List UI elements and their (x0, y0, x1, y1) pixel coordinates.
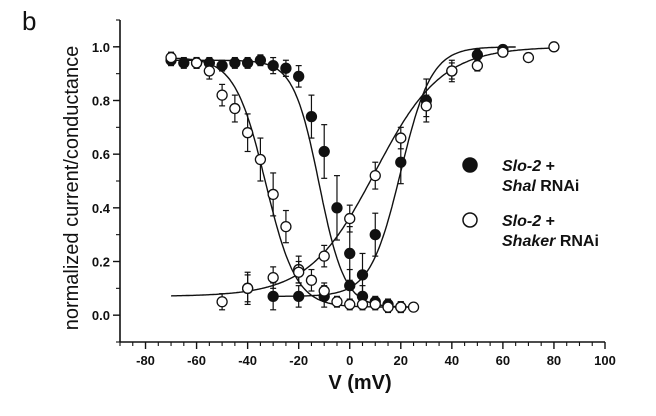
legend-rnai-target: Shal (502, 178, 536, 195)
open-point-shaker-inact (241, 127, 254, 139)
y-tick-label: 0.4 (92, 201, 111, 216)
open-point-shaker-act (548, 41, 560, 53)
filled-point-shal-inact (267, 59, 279, 72)
open-point-shaker-inact (382, 301, 394, 313)
legend-label-line2-shaker: Shaker RNAi (502, 233, 599, 250)
filled-point-shal-inact (254, 54, 267, 66)
legend-label-line1-shal: Slo-2 + (502, 158, 555, 175)
filled-point-shal-act (395, 156, 407, 168)
y-tick-label: 0.8 (92, 94, 110, 109)
filled-point-shal-inact (178, 57, 190, 69)
legend-gene-name: Slo-2 (502, 158, 541, 175)
y-tick-label: 0.2 (92, 255, 110, 270)
open-point-shaker-inact (280, 220, 292, 233)
legend-label-line1-shaker: Slo-2 + (502, 213, 555, 230)
open-point-shaker-act (395, 132, 407, 144)
data-points (165, 41, 560, 314)
open-point-shaker-inact (344, 298, 356, 311)
x-tick-label: 60 (496, 353, 510, 368)
x-tick-label: -40 (238, 353, 257, 368)
open-point-shaker-inact (254, 153, 267, 166)
legend-marker-shal (462, 157, 478, 173)
filled-point-shal-inact (280, 62, 292, 74)
open-point-shaker-inact (395, 301, 407, 313)
filled-point-shal-inact (318, 145, 330, 158)
open-point-shaker-inact (305, 274, 318, 286)
open-point-shaker-act (216, 296, 228, 308)
legend-rnai-suffix: RNAi (536, 178, 580, 195)
y-tick-label: 1.0 (92, 40, 110, 55)
filled-point-shal-act (356, 269, 369, 281)
x-tick-label: 100 (594, 353, 616, 368)
open-point-shaker-act (369, 169, 381, 182)
filled-point-shal-inact (241, 57, 254, 69)
fit-shal-act (273, 46, 516, 297)
open-point-shaker-inact (356, 298, 369, 311)
filled-point-shal-inact (305, 110, 318, 123)
open-point-shaker-inact (229, 102, 241, 115)
legend-gene-name: Slo-2 (502, 213, 541, 230)
filled-point-shal-act (344, 279, 356, 292)
x-tick-label: -20 (289, 353, 308, 368)
x-tick-label: -60 (187, 353, 206, 368)
legend-plus: + (541, 158, 555, 175)
legend-plus: + (541, 213, 555, 230)
filled-point-shal-act (293, 290, 305, 303)
y-axis-title: normalized current/conductance (61, 46, 83, 331)
open-point-shaker-inact (318, 285, 330, 297)
x-axis-title: V (mV) (328, 372, 391, 394)
open-point-shaker-act (318, 250, 330, 262)
x-tick-label: 40 (445, 353, 459, 368)
filled-point-shal-inact (229, 57, 241, 69)
fit-shaker-act (171, 47, 554, 297)
open-point-shaker-inact (369, 298, 381, 311)
open-point-shaker-act (241, 282, 254, 294)
legend-rnai-target: Shaker (502, 233, 556, 250)
filled-point-shal-inact (293, 70, 305, 82)
axes: 0.0 0.2 0.4 0.6 0.8 1.0 -80 -60 -40 -20 0 20 40 60 80 1… (92, 19, 616, 368)
open-point-shaker-inact (190, 57, 203, 69)
filled-point-shal-act (471, 49, 484, 61)
legend-marker-shaker (462, 212, 478, 228)
open-point-shaker-act (497, 46, 509, 58)
filled-point-shal-act (267, 290, 279, 303)
panel-label: b (22, 6, 37, 36)
y-tick-label: 0.6 (92, 147, 110, 162)
filled-point-shal-inact (344, 247, 356, 260)
x-tick-label: 20 (394, 353, 408, 368)
open-point-shaker-inact (203, 65, 215, 77)
open-point-shaker-act (344, 212, 356, 225)
fit-shaker-inact (171, 57, 414, 308)
filled-point-shal-inact (216, 59, 228, 72)
open-point-shaker-inact (267, 188, 279, 201)
open-point-shaker-act (420, 100, 432, 112)
open-point-shaker-inact (331, 296, 343, 308)
filled-point-shal-inact (331, 202, 343, 214)
x-tick-label: 80 (547, 353, 561, 368)
y-tick-label: 0.0 (92, 308, 110, 323)
open-point-shaker-act (471, 59, 484, 72)
open-point-shaker-inact (165, 51, 177, 64)
x-tick-label: -80 (136, 353, 155, 368)
open-point-shaker-act (267, 271, 279, 284)
legend-rnai-suffix: RNAi (555, 233, 599, 250)
open-point-shaker-act (522, 51, 535, 64)
open-point-shaker-inact (216, 89, 228, 101)
legend-label-line2-shal: Shal RNAi (502, 178, 579, 195)
open-point-shaker-act (293, 266, 305, 278)
open-point-shaker-act (446, 65, 458, 77)
x-tick-label: 0 (346, 353, 353, 368)
open-point-shaker-inact (407, 301, 420, 313)
filled-point-shal-act (369, 229, 381, 241)
